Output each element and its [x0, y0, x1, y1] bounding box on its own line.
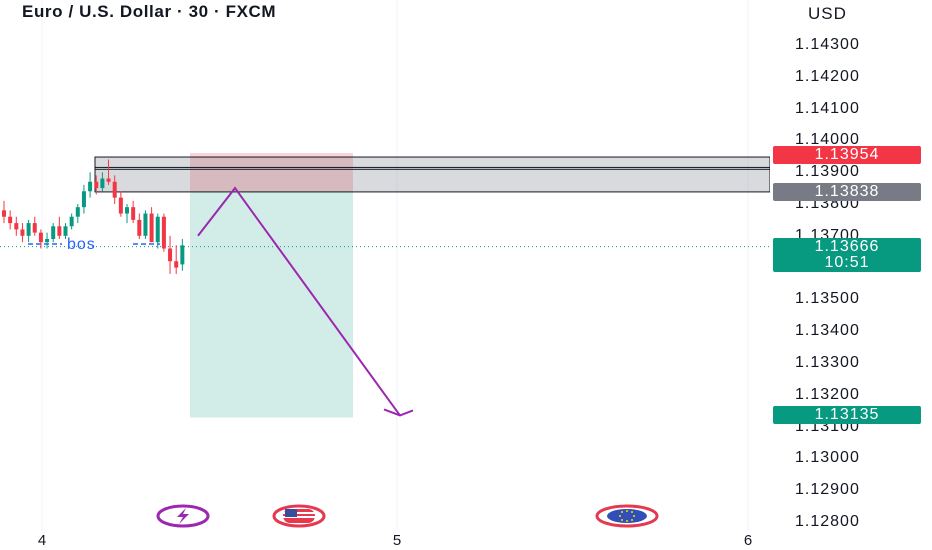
price-chart[interactable]: bos [0, 0, 771, 530]
lightning-event-icon[interactable] [155, 504, 211, 528]
candle-body [174, 261, 179, 268]
candle-body [69, 216, 74, 227]
zone-price-tag: 1.13838 [773, 182, 921, 201]
candle-body [180, 245, 185, 265]
price-tick-label: 1.14300 [795, 36, 860, 53]
price-tick-label: 1.13900 [795, 163, 860, 181]
candle-body [8, 216, 13, 224]
candle-body [125, 207, 129, 214]
price-tick-label: 1.14100 [795, 99, 860, 117]
candle-body [161, 216, 166, 249]
price-tick-label: 1.14200 [795, 67, 860, 85]
candle-body [137, 219, 142, 236]
price-tick-label: 1.13000 [795, 449, 860, 467]
price-tick-label: 1.12900 [795, 481, 860, 499]
take-profit-zone [190, 191, 353, 418]
price-tick-label: 1.13200 [795, 385, 860, 403]
candle-body [75, 207, 80, 217]
time-label-6: 6 [743, 532, 753, 549]
stop-loss-zone [190, 153, 353, 192]
us-flag-event-icon[interactable] [271, 504, 327, 528]
candle-body [106, 178, 111, 182]
price-tick-label: 1.14000 [795, 131, 860, 149]
candle-body [100, 178, 105, 189]
projection-path [197, 186, 401, 417]
candle-body [45, 238, 50, 243]
target-price-tag: 1.13135 [773, 406, 921, 425]
candle-body [143, 213, 148, 236]
candle-body [38, 232, 43, 243]
candle-body [88, 181, 93, 192]
eu-flag-event-icon[interactable] [594, 504, 660, 528]
bos-label: bos [67, 236, 96, 253]
candle-body [81, 191, 86, 208]
time-axis[interactable]: 4 5 6 [0, 530, 932, 550]
current-price-value: 1.13666 [814, 237, 880, 255]
bar-countdown: 10:51 [824, 253, 870, 271]
stop-price-tag: 1.13954 [773, 146, 921, 165]
price-axis[interactable]: USD 1.14300 1.14200 1.14100 1.14000 1.13900 1… [770, 0, 932, 530]
price-tick-label: 1.13300 [795, 354, 860, 371]
candle-body [94, 181, 99, 189]
price-tick-label: 1.13500 [795, 290, 860, 308]
supply-zone-lower [94, 166, 771, 193]
candle-body [2, 210, 6, 217]
candle-body [112, 181, 117, 198]
candle-body [118, 197, 123, 214]
candle-body [63, 226, 68, 236]
chart-area[interactable]: bos Euro / U.S. Dollar · 30 · FXCM [0, 0, 771, 530]
candle-body [32, 223, 37, 233]
candle-body [14, 223, 19, 230]
price-tick-label: 1.13400 [795, 322, 860, 340]
candle-body [131, 207, 136, 220]
projection-arrowhead [383, 408, 414, 417]
candle-body [51, 226, 56, 239]
time-label-4: 4 [37, 532, 47, 549]
chart-title: Euro / U.S. Dollar · 30 · FXCM [22, 2, 277, 21]
current-price-tag: 1.13666 10:51 [773, 237, 921, 272]
price-tick-label: 1.12800 [795, 513, 860, 530]
candle-body [155, 216, 160, 243]
candle-body [168, 248, 173, 262]
time-label-5: 5 [392, 532, 402, 549]
candle-body [149, 213, 154, 243]
candle-body [20, 229, 25, 236]
currency-label[interactable]: USD [808, 4, 847, 23]
candle-body [26, 223, 31, 236]
candle-body [57, 226, 62, 236]
